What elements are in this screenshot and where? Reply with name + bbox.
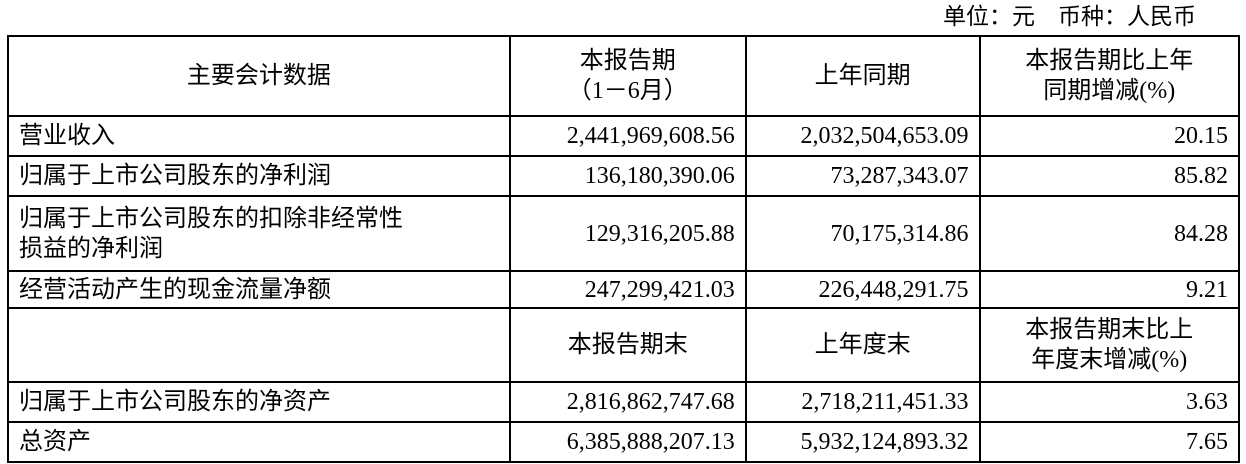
header-change: 本报告期比上年 同期增减(%) (978, 35, 1241, 117)
row-label-line1: 归属于上市公司股东的扣除非经常性 (19, 205, 403, 232)
prior-value: 5,932,124,893.32 (744, 421, 981, 463)
subheader-change: 本报告期末比上 年度末增减(%) (978, 307, 1241, 383)
current-value: 247,299,421.03 (508, 270, 747, 309)
prior-value: 226,448,291.75 (744, 270, 981, 309)
row-label-line2: 损益的净利润 (19, 235, 163, 262)
row-label: 归属于上市公司股东的扣除非经常性 损益的净利润 (7, 195, 511, 272)
subheader-row: 本报告期末 上年度末 本报告期末比上 年度末增减(%) (7, 307, 1241, 383)
prior-value: 2,032,504,653.09 (744, 115, 981, 157)
header-current-period-line1: 本报告期 (579, 48, 676, 74)
table-row: 经营活动产生的现金流量净额 247,299,421.03 226,448,291… (7, 270, 1241, 309)
table-row: 归属于上市公司股东的扣除非经常性 损益的净利润 129,316,205.88 7… (7, 195, 1241, 272)
table-row: 总资产 6,385,888,207.13 5,932,124,893.32 7.… (7, 421, 1241, 463)
change-value: 84.28 (978, 195, 1241, 272)
row-label: 经营活动产生的现金流量净额 (7, 270, 511, 309)
prior-value: 70,175,314.86 (744, 195, 981, 272)
prior-value: 73,287,343.07 (744, 155, 981, 197)
subheader-prior-year-end: 上年度末 (744, 307, 981, 383)
prior-value: 2,718,211,451.33 (744, 381, 981, 423)
subheader-change-line2: 年度末增减(%) (1031, 347, 1188, 373)
subheader-change-line1: 本报告期末比上 (1025, 317, 1194, 343)
header-change-line1: 本报告期比上年 (1025, 48, 1194, 74)
header-prior-period: 上年同期 (744, 35, 981, 117)
table-row: 营业收入 2,441,969,608.56 2,032,504,653.09 2… (7, 115, 1241, 157)
header-current-period: 本报告期 （1－6月） (508, 35, 747, 117)
row-label: 归属于上市公司股东的净资产 (7, 381, 511, 423)
table-row: 归属于上市公司股东的净资产 2,816,862,747.68 2,718,211… (7, 381, 1241, 423)
row-label: 总资产 (7, 421, 511, 463)
row-label: 营业收入 (7, 115, 511, 157)
change-value: 20.15 (978, 115, 1241, 157)
subheader-empty (7, 307, 511, 383)
header-row: 主要会计数据 本报告期 （1－6月） 上年同期 本报告期比上年 同期增减(%) (7, 35, 1241, 117)
header-main-data: 主要会计数据 (7, 35, 511, 117)
current-value: 2,816,862,747.68 (508, 381, 747, 423)
header-current-period-line2: （1－6月） (567, 78, 688, 104)
current-value: 129,316,205.88 (508, 195, 747, 272)
header-change-line2: 同期增减(%) (1043, 78, 1176, 104)
row-label: 归属于上市公司股东的净利润 (7, 155, 511, 197)
table-row: 归属于上市公司股东的净利润 136,180,390.06 73,287,343.… (7, 155, 1241, 197)
current-value: 136,180,390.06 (508, 155, 747, 197)
current-value: 6,385,888,207.13 (508, 421, 747, 463)
subheader-period-end: 本报告期末 (508, 307, 747, 383)
change-value: 85.82 (978, 155, 1241, 197)
key-accounting-data-table: 主要会计数据 本报告期 （1－6月） 上年同期 本报告期比上年 同期增减(%) … (7, 35, 1241, 463)
change-value: 3.63 (978, 381, 1241, 423)
unit-currency-note: 单位：元 币种：人民币 (943, 4, 1196, 29)
change-value: 9.21 (978, 270, 1241, 309)
current-value: 2,441,969,608.56 (508, 115, 747, 157)
change-value: 7.65 (978, 421, 1241, 463)
